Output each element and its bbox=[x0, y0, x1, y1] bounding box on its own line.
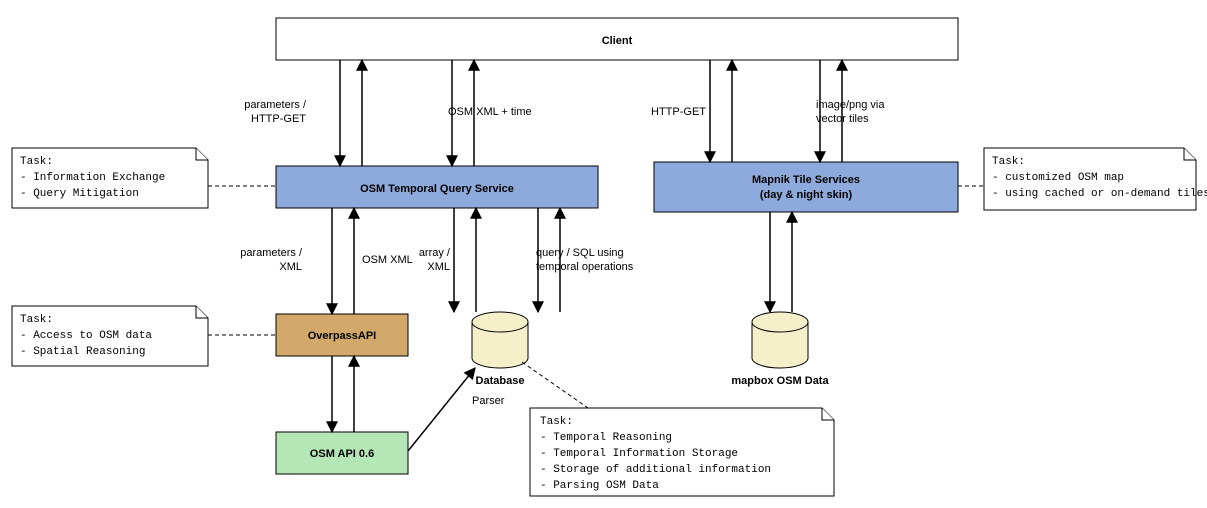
client-label: Client bbox=[602, 35, 633, 47]
edge-label-paramsxml-a: parameters / bbox=[240, 247, 303, 259]
svg-text:- Information Exchange: - Information Exchange bbox=[20, 172, 165, 184]
edge-label-httpget2: HTTP-GET bbox=[651, 106, 706, 118]
svg-text:- Spatial Reasoning: - Spatial Reasoning bbox=[20, 346, 145, 358]
otqs-label: OSM Temporal Query Service bbox=[360, 183, 514, 195]
svg-text:- customized OSM map: - customized OSM map bbox=[992, 172, 1124, 184]
svg-text:Task:: Task: bbox=[20, 314, 53, 326]
note-database-connector bbox=[522, 362, 588, 408]
svg-text:- using cached or on-demand ti: - using cached or on-demand tiles bbox=[992, 188, 1207, 200]
svg-text:- Parsing OSM Data: - Parsing OSM Data bbox=[540, 480, 659, 492]
database-cylinder: Database bbox=[472, 312, 528, 387]
mapnik-box bbox=[654, 162, 958, 212]
svg-text:- Temporal Information Storage: - Temporal Information Storage bbox=[540, 448, 738, 460]
note-database: Task: - Temporal Reasoning - Temporal In… bbox=[530, 408, 834, 496]
edge-label-arrayxml-b: XML bbox=[427, 261, 450, 273]
edge-label-paramsxml-b: XML bbox=[279, 261, 302, 273]
mapbox-label: mapbox OSM Data bbox=[731, 375, 829, 387]
edge-label-osmxml: OSM XML bbox=[362, 254, 413, 266]
svg-text:- Temporal Reasoning: - Temporal Reasoning bbox=[540, 432, 672, 444]
edge-label-parser: Parser bbox=[472, 395, 505, 407]
mapbox-cylinder: mapbox OSM Data bbox=[731, 312, 829, 387]
svg-text:Task:: Task: bbox=[20, 156, 53, 168]
edge-label-params: parameters / bbox=[244, 99, 307, 111]
edge-label-arrayxml-a: array / bbox=[419, 247, 451, 259]
svg-text:Task:: Task: bbox=[540, 416, 573, 428]
note-overpass: Task: - Access to OSM data - Spatial Rea… bbox=[12, 306, 208, 366]
osmapi-label: OSM API 0.6 bbox=[310, 448, 374, 460]
edge-label-httpget: HTTP-GET bbox=[251, 113, 306, 125]
edge-label-querysql-a: query / SQL using bbox=[536, 247, 624, 259]
edge-label-querysql-b: temporal operations bbox=[536, 261, 634, 273]
svg-text:Task:: Task: bbox=[992, 156, 1025, 168]
edge-label-imgpng-a: image/png via bbox=[816, 99, 885, 111]
edge-osmapi-db bbox=[408, 368, 475, 451]
note-mapnik: Task: - customized OSM map - using cache… bbox=[984, 148, 1207, 210]
mapnik-label-1: Mapnik Tile Services bbox=[752, 174, 860, 186]
svg-text:- Query Mitigation: - Query Mitigation bbox=[20, 188, 139, 200]
overpass-label: OverpassAPI bbox=[308, 330, 376, 342]
edge-label-imgpng-b: vector tiles bbox=[816, 113, 869, 125]
mapnik-label-2: (day & night skin) bbox=[760, 189, 853, 201]
database-label: Database bbox=[476, 375, 525, 387]
edge-label-osmxmltime: OSM XML + time bbox=[448, 106, 532, 118]
note-otqs: Task: - Information Exchange - Query Mit… bbox=[12, 148, 208, 208]
svg-text:- Storage of additional inform: - Storage of additional information bbox=[540, 464, 771, 476]
svg-text:- Access to OSM data: - Access to OSM data bbox=[20, 330, 152, 342]
